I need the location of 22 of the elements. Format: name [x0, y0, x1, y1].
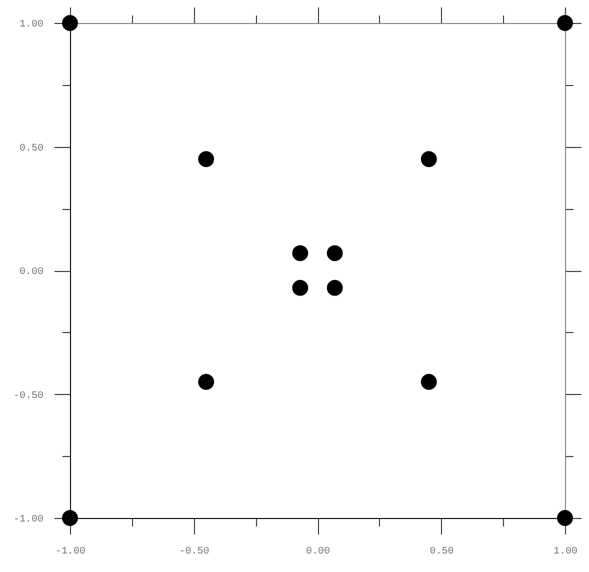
- point: [420, 151, 437, 168]
- point: [198, 151, 214, 168]
- point: [62, 15, 78, 31]
- point: [292, 245, 308, 262]
- point: [292, 280, 308, 296]
- point: [326, 280, 343, 296]
- x-tick-label: 1.00: [553, 546, 578, 558]
- point: [557, 15, 573, 31]
- point: [420, 374, 437, 390]
- point: [557, 510, 573, 526]
- x-tick-label: 0.00: [306, 546, 330, 558]
- x-tick-label: -0.50: [179, 546, 210, 558]
- y-tick-label: 1.00: [19, 20, 44, 30]
- x-tick-label: 0.50: [430, 546, 454, 558]
- y-tick-label: -1.00: [13, 514, 44, 526]
- y-tick-label: 0.50: [19, 143, 44, 154]
- point: [198, 374, 214, 390]
- point: [62, 510, 78, 526]
- y-tick-label: 0.00: [19, 267, 44, 278]
- point: [326, 245, 343, 262]
- y-tick-label: -0.50: [13, 390, 44, 402]
- x-tick-label: -1.00: [55, 546, 86, 558]
